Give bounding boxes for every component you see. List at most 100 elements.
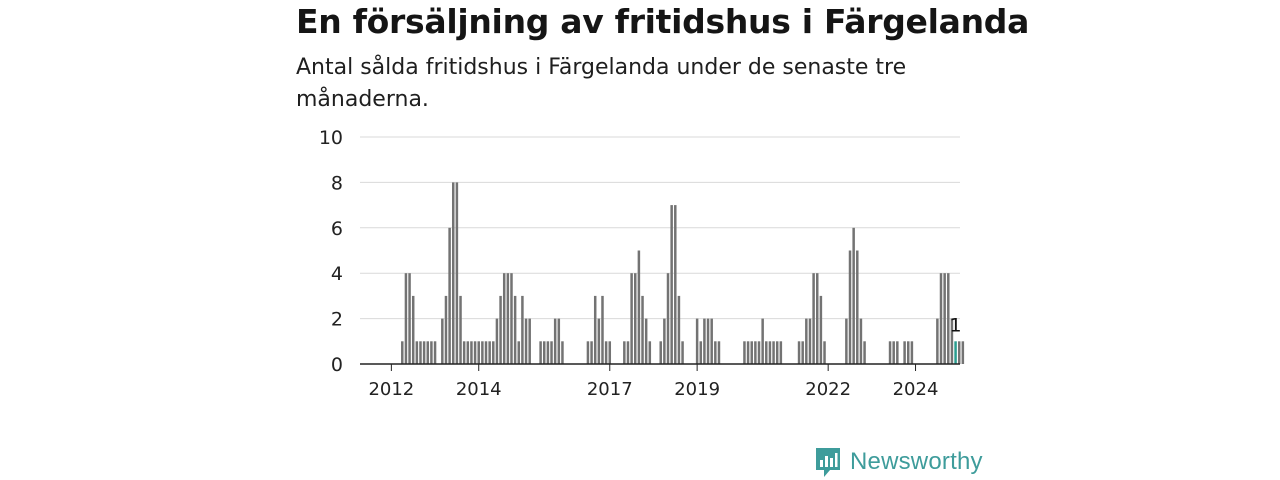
bar	[816, 273, 819, 364]
bar	[604, 341, 608, 364]
newsworthy-icon	[816, 448, 840, 477]
x-tick-label: 2012	[368, 379, 414, 400]
bar	[499, 295, 502, 364]
bar	[663, 318, 666, 364]
bar	[539, 341, 542, 364]
y-tick-label: 8	[331, 172, 343, 194]
bar	[608, 341, 612, 364]
bar	[528, 318, 531, 364]
bar	[553, 318, 557, 364]
bar	[637, 250, 641, 364]
bar	[659, 341, 662, 364]
bar	[510, 273, 513, 364]
bar	[546, 341, 550, 364]
bar	[823, 341, 826, 364]
bar	[845, 318, 848, 364]
bar	[433, 341, 437, 364]
bar	[666, 273, 670, 364]
bar	[754, 341, 757, 364]
x-axis: 2012 2014 2017 2019 2022 2024	[360, 363, 960, 400]
bar	[765, 341, 768, 364]
bar	[706, 318, 710, 364]
bar	[943, 273, 946, 364]
bar	[452, 182, 455, 364]
x-tick-label: 2019	[674, 379, 720, 400]
chart-title: En försäljning av fritidshus i Färgeland…	[296, 2, 1030, 41]
bar	[448, 227, 451, 364]
bar	[939, 273, 943, 364]
bar	[557, 318, 561, 364]
bar	[401, 341, 404, 364]
bar	[648, 341, 652, 364]
y-tick-label: 4	[331, 263, 343, 285]
bar	[710, 318, 713, 364]
bar	[674, 205, 677, 364]
bar	[772, 341, 775, 364]
bar	[775, 341, 779, 364]
bar	[470, 341, 473, 364]
y-tick-label: 2	[331, 309, 343, 331]
bar	[677, 295, 681, 364]
bar	[848, 250, 852, 364]
bar	[513, 295, 517, 364]
bar	[907, 341, 910, 364]
bar	[717, 341, 721, 364]
bar	[426, 341, 430, 364]
bar	[961, 341, 965, 364]
bar	[863, 341, 866, 364]
bar	[859, 318, 863, 364]
bar	[681, 341, 684, 364]
bar	[670, 205, 673, 364]
bar	[768, 341, 772, 364]
bar	[597, 318, 601, 364]
x-tick-label: 2017	[587, 379, 633, 400]
chart-subtitle: Antal sålda fritidshus i Färgelanda unde…	[296, 55, 907, 112]
bar	[601, 295, 604, 364]
bar	[888, 341, 892, 364]
x-tick-label: 2014	[456, 379, 502, 400]
bar	[404, 273, 408, 364]
newsworthy-logo[interactable]: Newsworthy	[814, 446, 983, 478]
bar	[856, 250, 859, 364]
bar	[852, 227, 855, 364]
bar	[419, 341, 422, 364]
bar	[488, 341, 491, 364]
bar	[797, 341, 801, 364]
bar	[422, 341, 426, 364]
bar	[630, 273, 633, 364]
bar	[543, 341, 546, 364]
bar	[634, 273, 637, 364]
y-tick-label: 0	[331, 354, 343, 376]
bar	[805, 318, 808, 364]
y-tick-label: 6	[331, 218, 343, 240]
bar	[936, 318, 939, 364]
bar	[743, 341, 746, 364]
bar	[561, 341, 564, 364]
bar	[626, 341, 630, 364]
bar	[459, 295, 462, 364]
bar	[703, 318, 706, 364]
highlight-bar	[954, 341, 957, 364]
bar	[644, 318, 648, 364]
bar	[892, 341, 895, 364]
y-axis: 0 2 4 6 8 10	[319, 127, 343, 376]
bar	[441, 318, 444, 364]
bar	[641, 295, 644, 364]
bar	[462, 341, 466, 364]
bar	[808, 318, 812, 364]
bar	[517, 341, 521, 364]
bar	[484, 341, 488, 364]
bars: 1	[401, 182, 965, 364]
bar	[492, 341, 495, 364]
bar	[477, 341, 480, 364]
bar	[481, 341, 484, 364]
bar	[947, 273, 950, 364]
bar	[699, 341, 703, 364]
bar	[466, 341, 470, 364]
bar	[495, 318, 499, 364]
bar	[761, 318, 764, 364]
bar	[408, 273, 411, 364]
brand-name: Newsworthy	[850, 448, 983, 475]
x-tick-label: 2024	[893, 379, 939, 400]
